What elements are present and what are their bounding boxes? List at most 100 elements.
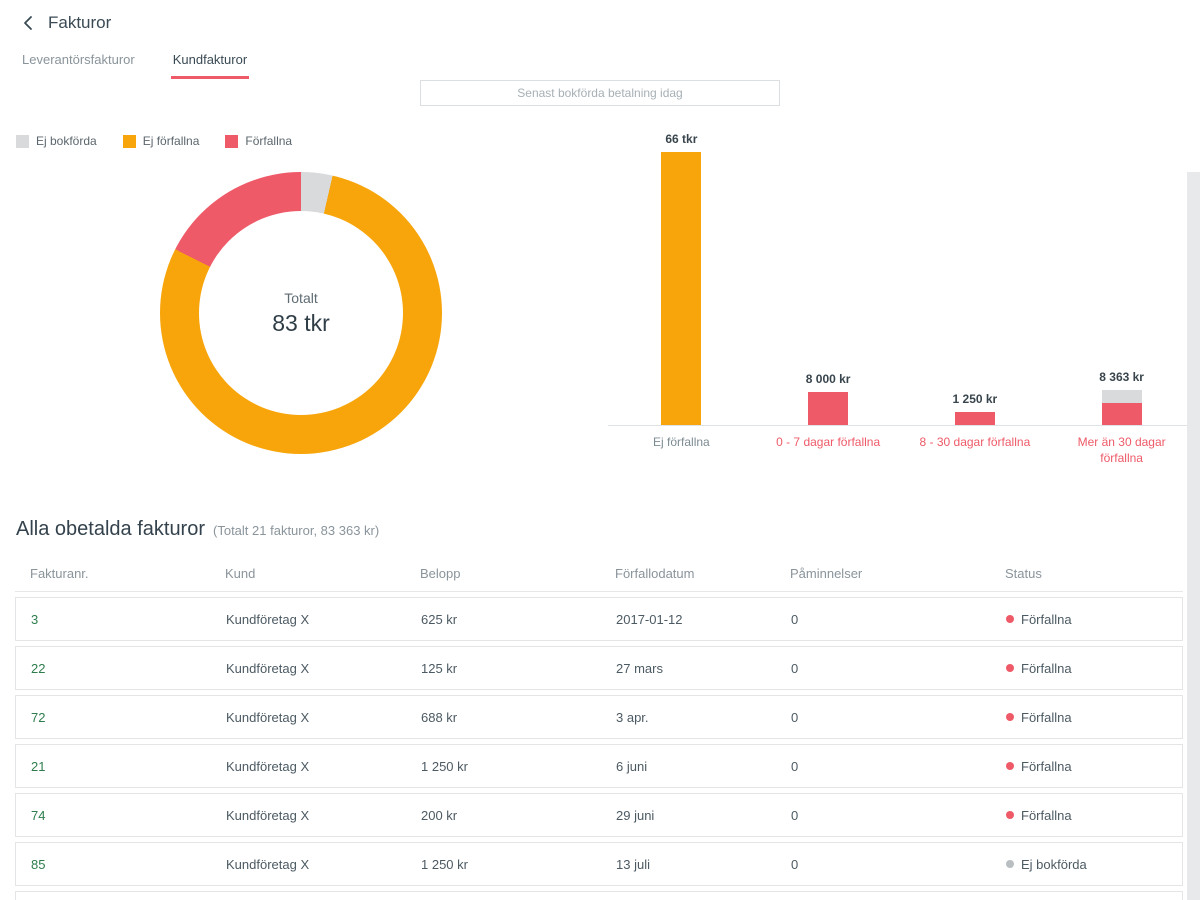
col-header-kund: Kund (225, 566, 256, 581)
legend-swatch (16, 134, 29, 148)
cell-kund: Kundföretag X (226, 807, 310, 823)
table-header: Fakturanr. Kund Belopp Förfallodatum Påm… (15, 558, 1183, 592)
cell-belopp: 1 250 kr (421, 856, 468, 872)
tab-bar: Leverantörsfakturor Kundfakturor (20, 46, 250, 79)
col-header-fakturanr: Fakturanr. (30, 566, 89, 581)
bar-stack (1101, 390, 1142, 425)
status-dot (1006, 713, 1014, 721)
cell-paminnelser: 0 (791, 709, 799, 725)
tab-kundfakturor[interactable]: Kundfakturor (170, 46, 250, 79)
cell-kund: Kundföretag X (226, 709, 310, 725)
cell-kund: Kundföretag X (226, 758, 310, 774)
invoice-table: Fakturanr. Kund Belopp Förfallodatum Påm… (15, 558, 1183, 900)
status-label: Ej bokförda (1021, 856, 1087, 872)
legend-label: Förfallna (245, 134, 293, 148)
invoice-number[interactable]: 85 (31, 856, 46, 872)
table-row[interactable]: 22 Kundföretag X 125 kr 27 mars 0 Förfal… (15, 646, 1183, 690)
status-label: Förfallna (1021, 660, 1072, 676)
cell-kund: Kundföretag X (226, 660, 310, 676)
status-dot (1006, 811, 1014, 819)
bar-column: 66 tkr (608, 118, 755, 425)
invoice-number[interactable]: 3 (31, 611, 39, 627)
cell-paminnelser: 0 (791, 611, 799, 627)
cell-kund: Kundföretag X (226, 611, 310, 627)
cell-datum: 29 juni (616, 807, 655, 823)
legend-item: Ej förfallna (122, 134, 200, 148)
cell-datum: 27 mars (616, 660, 663, 676)
invoice-number[interactable]: 72 (31, 709, 46, 725)
donut-center-label: Totalt (284, 289, 318, 306)
cell-paminnelser: 0 (791, 758, 799, 774)
section-title: Alla obetalda fakturor (16, 518, 206, 540)
status-badge: Ej bokförda (1006, 857, 1182, 872)
cell-kund: Kundföretag X (226, 856, 310, 872)
bar-category-label: 8 - 30 dagar förfallna (919, 435, 1031, 449)
donut-center: Totalt 83 tkr (199, 211, 403, 415)
bar-category-label: Mer än 30 dagar förfallna (1077, 435, 1166, 466)
legend-swatch (225, 134, 239, 148)
cell-paminnelser: 0 (791, 660, 799, 676)
bar-stack (808, 391, 849, 425)
col-header-forfallodatum: Förfallodatum (615, 566, 695, 581)
status-badge: Förfallna (1006, 808, 1182, 823)
table-row[interactable]: 3 Kundföretag X 625 kr 2017-01-12 0 Förf… (15, 597, 1183, 641)
legend-item: Ej bokförda (16, 134, 97, 148)
legend-label: Ej förfallna (142, 134, 200, 148)
bar-value-label: 8 363 kr (1099, 370, 1144, 385)
page-title: Fakturor (48, 13, 112, 32)
cell-belopp: 1 250 kr (421, 758, 468, 774)
legend-swatch (122, 134, 136, 148)
last-payment-button[interactable]: Senast bokförda betalning idag (420, 80, 780, 106)
legend-item: Förfallna (225, 134, 292, 148)
bar-value-label: 1 250 kr (952, 392, 998, 406)
cell-belopp: 625 kr (421, 611, 458, 627)
bar-stack (954, 412, 995, 425)
header: Fakturor (0, 0, 1200, 46)
tab-leverantorsfakturor[interactable]: Leverantörsfakturor (22, 52, 135, 67)
status-badge: Förfallna (1006, 710, 1182, 725)
status-label: Förfallna (1021, 758, 1072, 774)
status-dot (1006, 664, 1014, 672)
cell-belopp: 688 kr (421, 709, 458, 725)
back-icon[interactable] (16, 11, 40, 35)
status-label: Förfallna (1021, 611, 1072, 627)
bar-category-label: 0 - 7 dagar förfallna (776, 435, 881, 449)
col-header-status: Status (1005, 566, 1042, 581)
table-row-partial[interactable] (15, 891, 1183, 900)
bar-value-label: 66 tkr (665, 132, 698, 146)
status-badge: Förfallna (1006, 612, 1182, 627)
status-badge: Förfallna (1006, 661, 1182, 676)
bar-column: 1 250 kr (902, 118, 1049, 425)
status-label: Förfallna (1021, 807, 1072, 823)
invoice-number[interactable]: 74 (31, 807, 46, 823)
scrollbar-thumb[interactable] (1187, 172, 1200, 900)
cell-datum: 2017-01-12 (616, 611, 683, 627)
status-badge: Förfallna (1006, 759, 1182, 774)
invoice-number[interactable]: 22 (31, 660, 46, 676)
cell-datum: 13 juli (616, 856, 650, 872)
chart-legend: Ej bokförda Ej förfallna Förfallna (16, 134, 292, 148)
cell-paminnelser: 0 (791, 807, 799, 823)
status-dot (1006, 860, 1014, 868)
status-label: Förfallna (1021, 709, 1072, 725)
table-row[interactable]: 85 Kundföretag X 1 250 kr 13 juli 0 Ej b… (15, 842, 1183, 886)
section-subtitle: (Totalt 21 fakturor, 83 363 kr) (213, 523, 380, 538)
bar-column: 8 363 kr (1048, 118, 1195, 425)
col-header-paminnelser: Påminnelser (790, 566, 863, 581)
invoice-number[interactable]: 21 (31, 758, 46, 774)
col-header-belopp: Belopp (420, 566, 461, 581)
legend-label: Ej bokförda (36, 134, 97, 148)
table-row[interactable]: 21 Kundföretag X 1 250 kr 6 juni 0 Förfa… (15, 744, 1183, 788)
cell-belopp: 125 kr (421, 660, 458, 676)
cell-datum: 6 juni (616, 758, 648, 774)
bar-chart: 66 tkr 8 000 kr 1 250 kr 8 363 kr Ej för… (608, 118, 1195, 466)
donut-center-value: 83 tkr (272, 309, 330, 336)
bar-value-label: 8 000 kr (805, 371, 851, 386)
cell-belopp: 200 kr (421, 807, 458, 823)
table-row[interactable]: 74 Kundföretag X 200 kr 29 juni 0 Förfal… (15, 793, 1183, 837)
status-dot (1006, 762, 1014, 770)
donut-chart: Totalt 83 tkr (160, 172, 442, 454)
bar-category-label: Ej förfallna (653, 435, 710, 449)
table-row[interactable]: 72 Kundföretag X 688 kr 3 apr. 0 Förfall… (15, 695, 1183, 739)
